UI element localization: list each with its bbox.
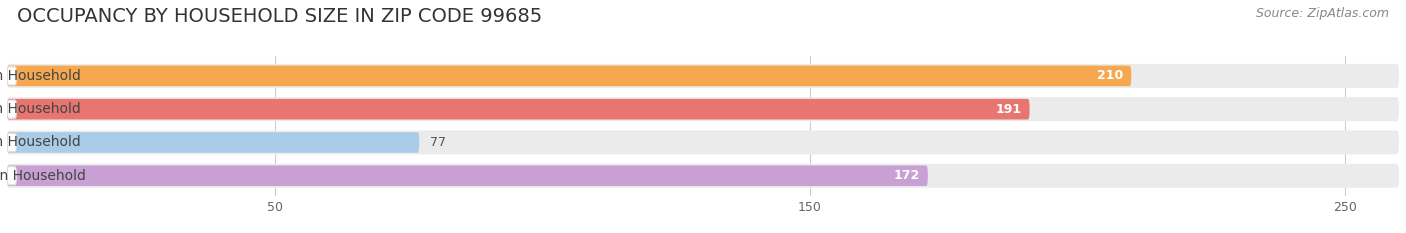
Text: 172: 172 [894,169,920,182]
Text: 77: 77 [430,136,446,149]
FancyBboxPatch shape [7,164,1399,188]
Text: 2-Person Household: 2-Person Household [0,102,80,116]
Text: Source: ZipAtlas.com: Source: ZipAtlas.com [1256,7,1389,20]
FancyBboxPatch shape [7,65,1132,86]
FancyBboxPatch shape [7,67,17,85]
Text: 3-Person Household: 3-Person Household [0,135,80,149]
FancyBboxPatch shape [7,97,1399,121]
FancyBboxPatch shape [7,133,17,152]
Text: 4+ Person Household: 4+ Person Household [0,169,86,183]
FancyBboxPatch shape [7,132,419,153]
FancyBboxPatch shape [7,167,17,185]
FancyBboxPatch shape [7,130,1399,154]
FancyBboxPatch shape [7,64,1399,88]
Text: 1-Person Household: 1-Person Household [0,69,80,83]
Text: 210: 210 [1097,69,1123,82]
Text: 191: 191 [995,103,1022,116]
FancyBboxPatch shape [7,165,928,186]
FancyBboxPatch shape [7,100,17,118]
FancyBboxPatch shape [7,99,1029,120]
Text: OCCUPANCY BY HOUSEHOLD SIZE IN ZIP CODE 99685: OCCUPANCY BY HOUSEHOLD SIZE IN ZIP CODE … [17,7,543,26]
